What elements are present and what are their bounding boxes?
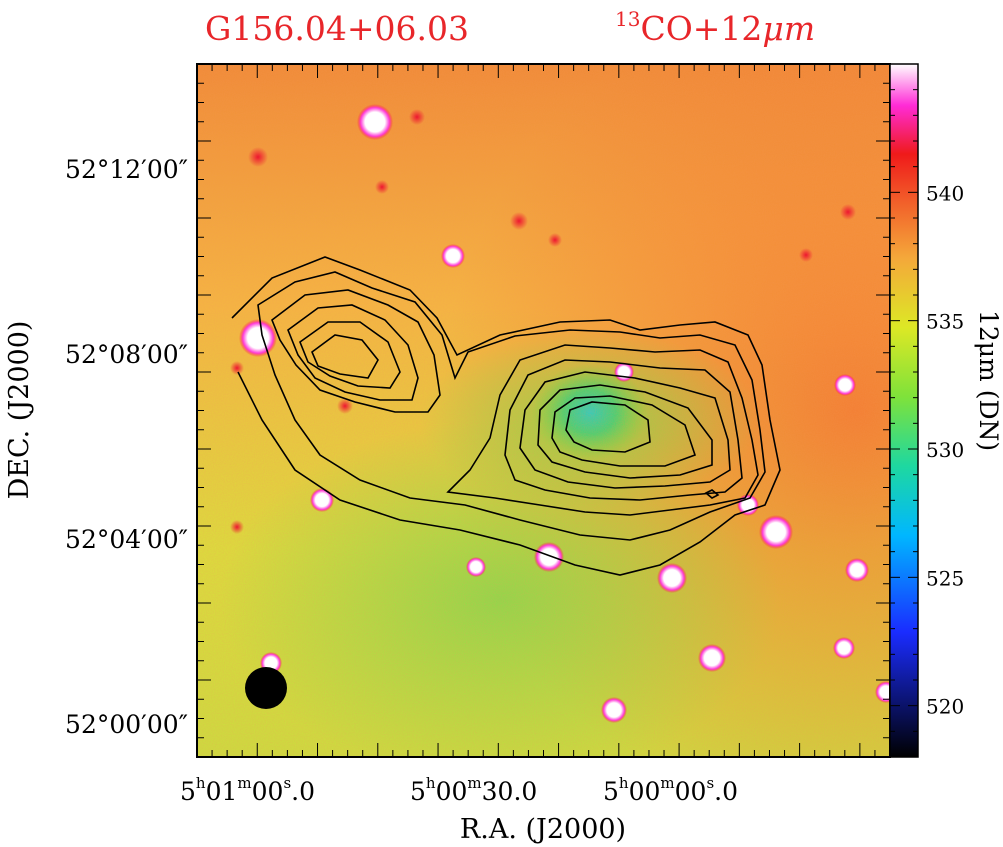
y-tick-label-1: 52°12′00″ [65, 155, 188, 184]
point-source [834, 374, 856, 396]
contour-level-5 [299, 321, 401, 389]
infrared-map [197, 64, 890, 757]
point-source [310, 488, 334, 512]
faint-source [375, 180, 389, 194]
colorbar-tick-label: 525 [926, 566, 964, 590]
point-source [357, 104, 393, 140]
contour-level-7 [446, 344, 759, 516]
contour-level-4 [287, 304, 419, 401]
colorbar-label: 12μm (DN) [974, 310, 1003, 451]
title-tracer-superscript: 13 [615, 7, 640, 31]
colorbar [889, 63, 919, 758]
colorbar-tick-label: 535 [926, 310, 964, 334]
point-source [534, 542, 564, 572]
contour-level-9 [519, 371, 731, 489]
faint-source [248, 147, 268, 167]
point-source [466, 557, 486, 577]
point-source [875, 681, 890, 703]
point-source [698, 644, 726, 672]
faint-source [840, 204, 856, 220]
contour-level-11 [551, 395, 697, 467]
contour-level-13 [704, 489, 720, 499]
faint-source [409, 109, 425, 125]
x-tick-label-2: 5h00m30.0 [410, 774, 537, 806]
y-tick-label-2: 52°08′00″ [65, 340, 188, 369]
title-tracer-text: CO+12 [640, 9, 762, 48]
point-source [657, 563, 687, 593]
point-source [833, 637, 855, 659]
faint-source [337, 398, 353, 414]
beam-size-marker [245, 667, 287, 709]
faint-source [548, 233, 562, 247]
title-source: G156.04+06.03 [205, 9, 469, 48]
contour-level-3 [271, 289, 441, 413]
contour-level-1 [231, 256, 781, 576]
x-tick-label-1: 5h01m00s.0 [180, 774, 315, 806]
contour-level-10 [537, 384, 713, 479]
point-source [601, 697, 627, 723]
faint-source [230, 520, 244, 534]
colorbar-tick-label: 530 [926, 438, 964, 462]
x-axis-label: R.A. (J2000) [460, 814, 626, 845]
faint-source [799, 248, 813, 262]
contour-level-12 [565, 401, 651, 453]
title-tracer-unit: μm [762, 9, 815, 48]
point-source [759, 515, 793, 549]
title-tracer: 13CO+12μm [615, 7, 815, 48]
y-axis-label: DEC. (J2000) [4, 321, 35, 500]
point-source [845, 558, 869, 582]
faint-source [230, 361, 244, 375]
y-tick-label-4: 52°00′00″ [65, 710, 188, 739]
point-source [441, 244, 465, 268]
contour-level-6 [311, 334, 379, 379]
contour-level-2 [257, 271, 766, 541]
contour-level-8 [504, 359, 743, 501]
colorbar-ticks: 540 535 530 525 520 [890, 63, 964, 758]
co-contours [231, 256, 781, 576]
y-tick-label-3: 52°04′00″ [65, 525, 188, 554]
map-ticks [196, 63, 891, 758]
colorbar-tick-label: 520 [926, 695, 964, 719]
point-source [239, 319, 277, 357]
faint-source [510, 212, 528, 230]
colorbar-tick-label: 540 [926, 181, 964, 205]
x-tick-label-3: 5h00m00s.0 [603, 774, 738, 806]
point-source [737, 494, 759, 516]
